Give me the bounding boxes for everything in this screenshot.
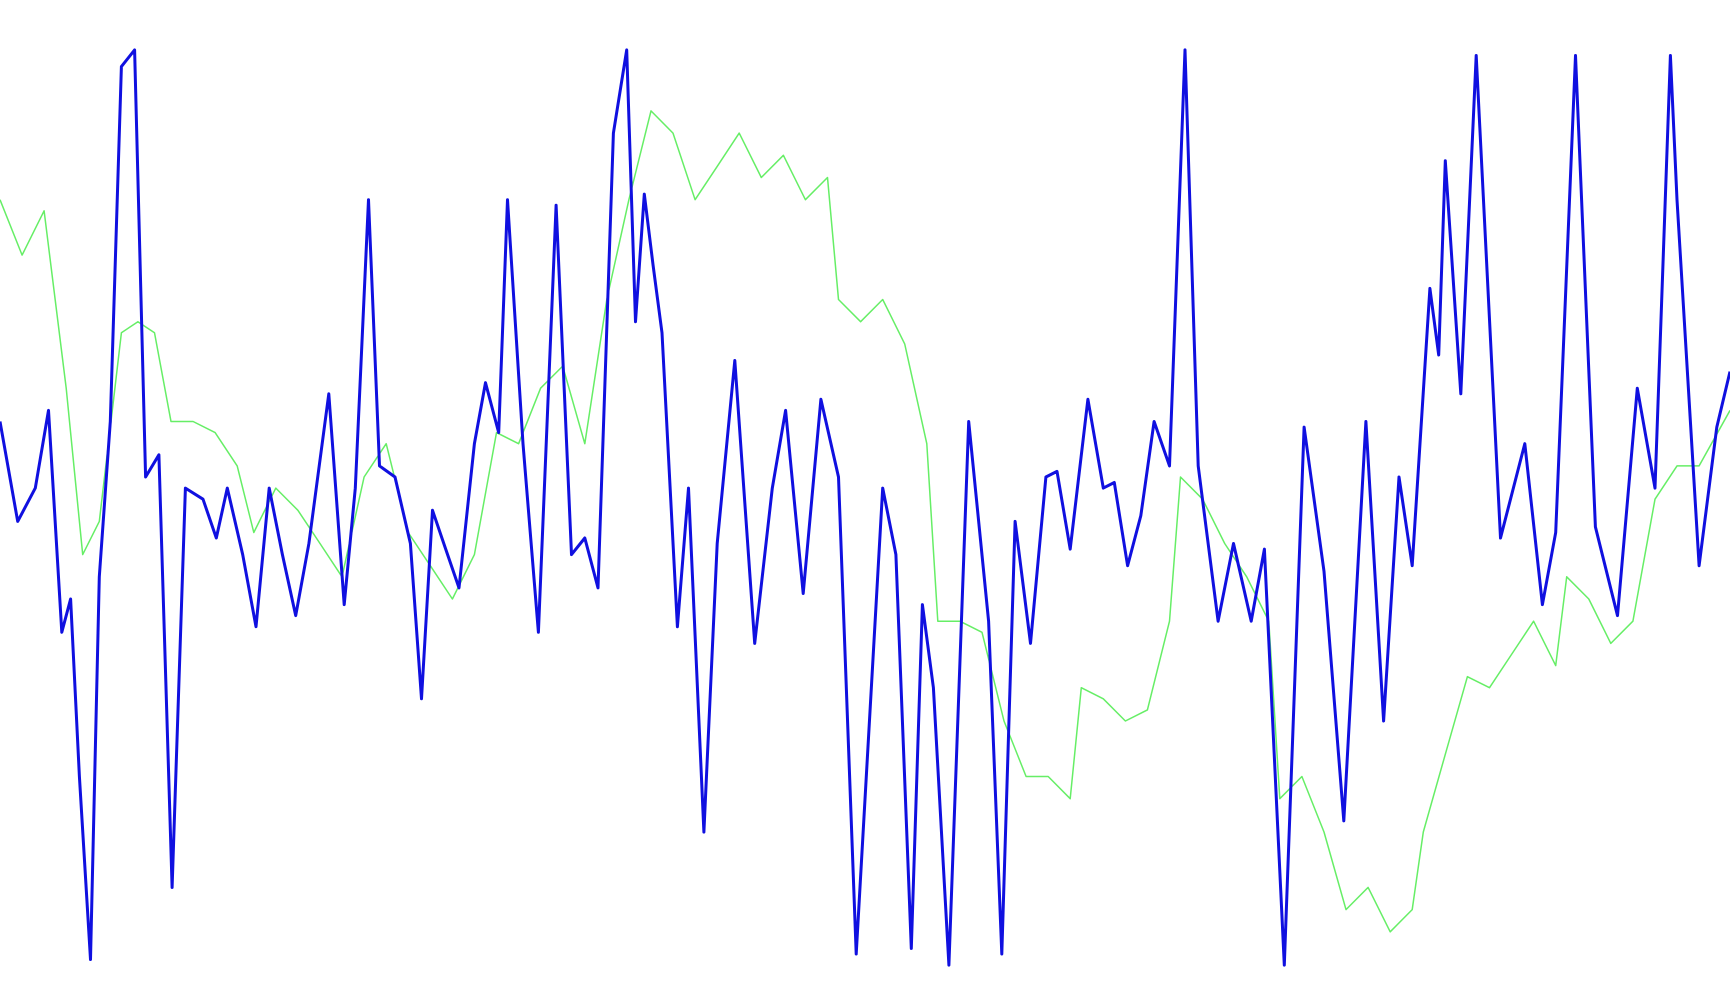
data-line	[0, 48, 1730, 967]
